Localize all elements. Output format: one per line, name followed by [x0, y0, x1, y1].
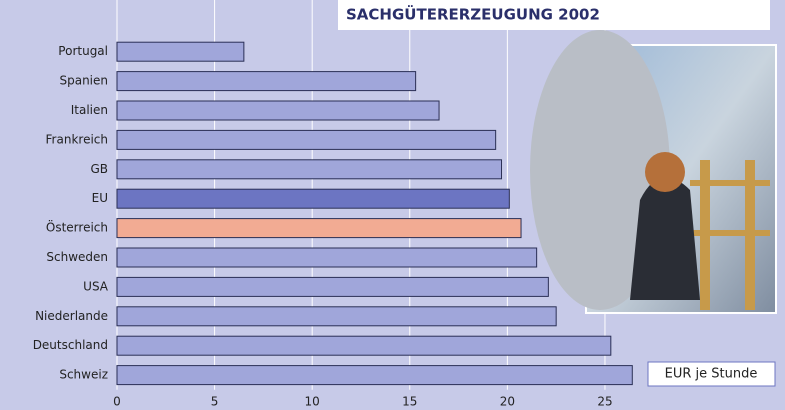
unit-box	[647, 361, 776, 387]
photo	[530, 30, 777, 314]
x-tick-label: 25	[597, 395, 612, 409]
y-tick-label: Schweiz	[59, 368, 108, 382]
bar	[116, 365, 633, 386]
y-tick-label: Schweden	[46, 250, 108, 264]
y-tick-label: Österreich	[46, 219, 108, 235]
bars	[116, 41, 633, 386]
bar	[116, 218, 522, 239]
y-tick-label: Spanien	[59, 74, 108, 88]
x-tick-label: 15	[402, 395, 417, 409]
bar	[116, 306, 557, 327]
unit-label: EUR je Stunde	[665, 367, 758, 382]
y-tick-label: Portugal	[58, 44, 108, 58]
y-tick-label: GB	[90, 162, 108, 176]
bar	[116, 276, 549, 297]
y-tick-label: EU	[92, 191, 108, 205]
x-tick-label: 20	[500, 395, 515, 409]
bar	[116, 71, 417, 92]
y-tick-label: USA	[83, 279, 109, 293]
bar	[116, 247, 538, 268]
bar	[116, 335, 612, 356]
bar	[116, 41, 245, 62]
y-tick-label: Niederlande	[35, 309, 108, 323]
x-tick-label: 0	[113, 395, 121, 409]
x-tick-label: 10	[305, 395, 320, 409]
chart-title: SACHGÜTERERZEUGUNG 2002	[346, 5, 600, 24]
y-tick-label: Frankreich	[46, 132, 108, 146]
bar	[116, 188, 510, 209]
x-tick-label: 5	[211, 395, 219, 409]
title-box	[338, 0, 770, 30]
y-tick-label: Deutschland	[33, 338, 108, 352]
y-tick-label: Italien	[71, 103, 108, 117]
bar	[116, 100, 440, 121]
bar	[116, 159, 503, 180]
bar	[116, 129, 497, 150]
